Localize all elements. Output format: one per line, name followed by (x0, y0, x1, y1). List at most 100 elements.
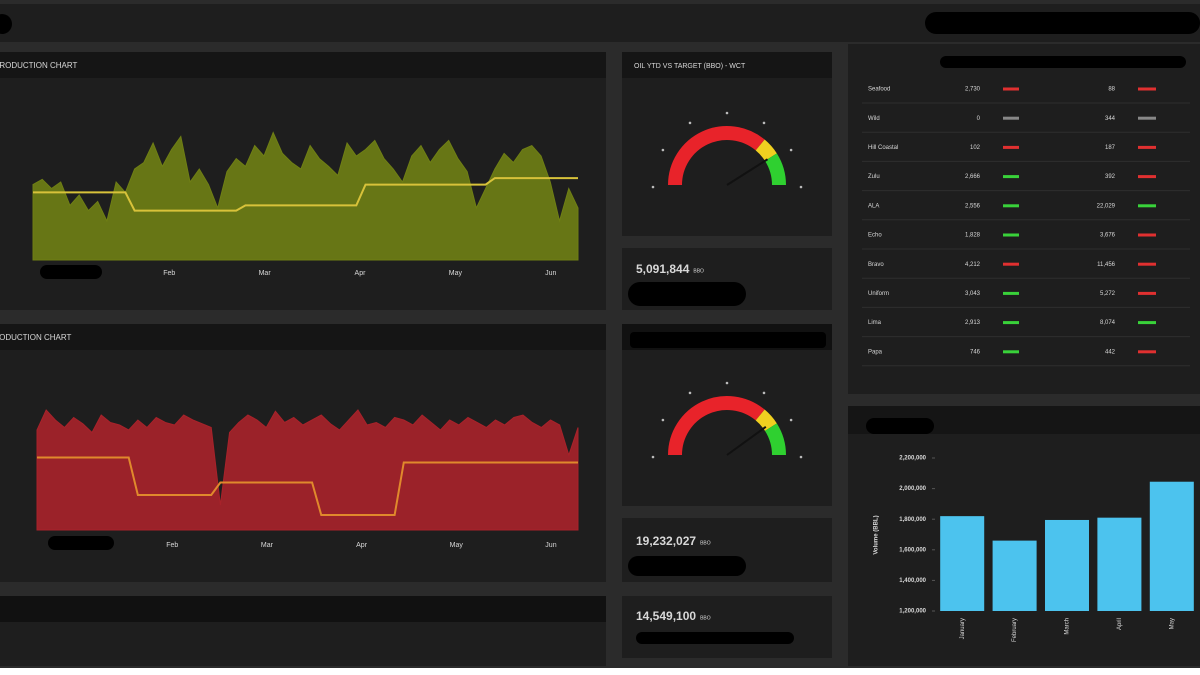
area (32, 131, 579, 261)
row-name: Seafood (868, 87, 890, 93)
panel-header (0, 596, 606, 622)
trend-indicator (1003, 262, 1019, 266)
redacted-header (925, 12, 1200, 34)
panel-title: OIL YTD VS TARGET (BBO) - WCT (634, 63, 746, 70)
gauge-needle (726, 158, 769, 186)
x-tick-label: April (1117, 618, 1123, 630)
gauge-band (668, 126, 765, 186)
redacted-title (866, 418, 934, 434)
gauge-dot (725, 111, 729, 115)
gauge-band (668, 396, 765, 456)
row-value: 3,676 (1100, 233, 1116, 239)
row-value: 1,828 (965, 233, 981, 239)
panel-title: PRODUCTION CHART (0, 333, 72, 342)
panel-title: PRODUCTION CHART (0, 61, 78, 70)
trend-indicator (1003, 145, 1019, 149)
row-value: 2,730 (965, 87, 981, 93)
panel-header (0, 324, 606, 350)
logo-blob (0, 14, 12, 34)
trend-indicator (1003, 350, 1019, 354)
gauge-dot (688, 391, 692, 395)
x-tick-label: Mar (261, 542, 274, 549)
row-name: Bravo (868, 262, 884, 268)
row-value: 22,029 (1097, 203, 1116, 209)
bar (1044, 519, 1090, 611)
trend-indicator (1138, 204, 1156, 208)
gauge-dot (799, 185, 803, 189)
y-axis-label: Volume (BBL) (874, 515, 880, 554)
row-value: 392 (1105, 174, 1116, 180)
gauge-dot (762, 121, 766, 125)
redacted-label (636, 632, 794, 644)
x-tick-label: Mar (259, 270, 272, 277)
row-value: 2,913 (965, 320, 981, 326)
row-name: Uniform (868, 291, 889, 297)
trend-indicator (1138, 321, 1156, 325)
row-name: Lima (868, 320, 882, 326)
row-name: Echo (868, 233, 882, 239)
redacted-legend (40, 265, 102, 279)
bar (992, 540, 1037, 611)
gauge-dot (688, 121, 692, 125)
redacted-header (940, 56, 1186, 68)
x-tick-label: Apr (355, 270, 367, 277)
x-tick-label: January (960, 618, 966, 639)
trend-indicator (1003, 175, 1019, 179)
gauge-dot (651, 185, 655, 189)
x-tick-label: Jun (545, 270, 556, 277)
row-name: Zulu (868, 174, 880, 180)
bar (1097, 517, 1142, 611)
gauge-dot (661, 418, 665, 422)
trend-indicator (1003, 321, 1019, 325)
row-value: 0 (977, 116, 981, 122)
gauge-dot (661, 148, 665, 152)
gauge-needle (726, 425, 767, 456)
row-name: Hill Coastal (868, 145, 898, 151)
gauge-band (764, 153, 786, 186)
area (36, 409, 579, 531)
x-tick-label: March (1065, 618, 1071, 635)
kpi-unit: BBO (700, 615, 711, 621)
trend-indicator (1138, 350, 1156, 354)
target-line (37, 456, 578, 516)
kpi-unit: BBO (700, 540, 711, 546)
y-tick-label: 1,600,000 (899, 547, 926, 553)
trend-indicator (1003, 233, 1019, 237)
row-value: 2,666 (965, 174, 981, 180)
y-tick-label: 1,200,000 (899, 609, 926, 615)
kpi-unit: BBO (693, 268, 704, 274)
trend-indicator (1003, 291, 1019, 295)
redacted-title (630, 332, 826, 348)
panel (622, 324, 832, 506)
panel (848, 406, 1200, 666)
x-tick-label: May (450, 542, 464, 549)
trend-indicator (1138, 116, 1156, 120)
x-tick-label: Feb (163, 270, 175, 277)
bar (1149, 481, 1194, 611)
trend-indicator (1003, 87, 1019, 91)
x-tick-label: Feb (166, 542, 178, 549)
x-tick-label: February (1012, 618, 1018, 642)
kpi-value: 14,549,100 (636, 609, 696, 623)
x-tick-label: May (449, 270, 463, 277)
row-value: 102 (970, 145, 981, 151)
trend-indicator (1138, 145, 1156, 149)
panel (848, 44, 1200, 394)
x-tick-label: Jun (545, 542, 556, 549)
trend-indicator (1138, 87, 1156, 91)
y-tick-label: 1,400,000 (899, 578, 926, 584)
gauge-dot (725, 381, 729, 385)
trend-indicator (1138, 291, 1156, 295)
row-value: 442 (1105, 349, 1116, 355)
panel (622, 596, 832, 658)
y-tick-label: 2,200,000 (899, 456, 926, 462)
trend-indicator (1138, 262, 1156, 266)
kpi-value: 5,091,844 (636, 262, 690, 276)
x-tick-label: Apr (356, 542, 368, 549)
row-value: 8,074 (1100, 320, 1116, 326)
kpi-value: 19,232,027 (636, 534, 696, 548)
redacted-legend (48, 536, 114, 550)
gauge-dot (789, 418, 793, 422)
trend-indicator (1003, 204, 1019, 208)
